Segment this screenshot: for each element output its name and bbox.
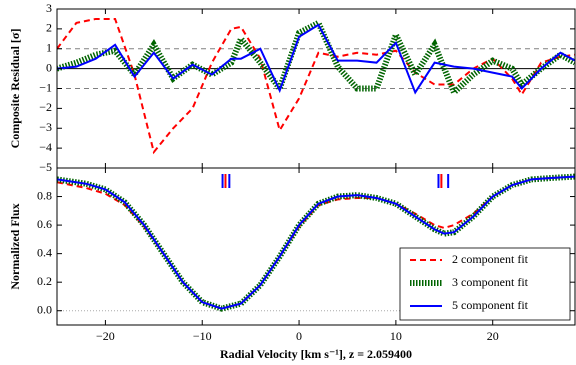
y-tick-label: 0.6	[37, 217, 52, 231]
series-line	[57, 175, 575, 310]
axes-frame	[56, 167, 576, 326]
y-axis-label: Composite Residual [σ]	[8, 29, 22, 149]
y-tick-label: 0.4	[37, 245, 52, 259]
y-tick-label: −4	[39, 140, 52, 154]
plot-area	[57, 173, 575, 312]
y-tick-label: −5	[39, 160, 52, 174]
x-tick-label: 0	[296, 329, 302, 343]
y-axis-label: Normalized Flux	[8, 203, 22, 289]
series-line	[57, 17, 575, 155]
y-tick-label: 0.0	[37, 302, 52, 316]
y-tick-label: 0.2	[37, 274, 52, 288]
y-tick-label: 3	[46, 1, 52, 15]
series-line	[57, 18, 575, 98]
legend-label: 2 component fit	[452, 252, 529, 266]
y-tick-label: 2	[46, 21, 52, 35]
series-line	[57, 23, 575, 95]
y-tick-label: 0	[46, 60, 52, 74]
x-tick-label: 10	[390, 329, 402, 343]
plot-area	[57, 17, 575, 155]
x-tick-label: −20	[96, 329, 115, 343]
x-axis-label: Radial Velocity [km s⁻¹], z = 2.059400	[220, 347, 412, 361]
y-tick-label: −2	[39, 100, 52, 114]
legend-label: 5 component fit	[452, 298, 529, 312]
y-tick-label: −3	[39, 120, 52, 134]
x-tick-label: −10	[193, 329, 212, 343]
axes-frame	[56, 8, 576, 169]
y-tick-label: 0.8	[37, 188, 52, 202]
y-tick-label: 1	[46, 41, 52, 55]
x-tick-label: 20	[487, 329, 499, 343]
y-tick-label: −1	[39, 80, 52, 94]
legend-label: 3 component fit	[452, 275, 529, 289]
